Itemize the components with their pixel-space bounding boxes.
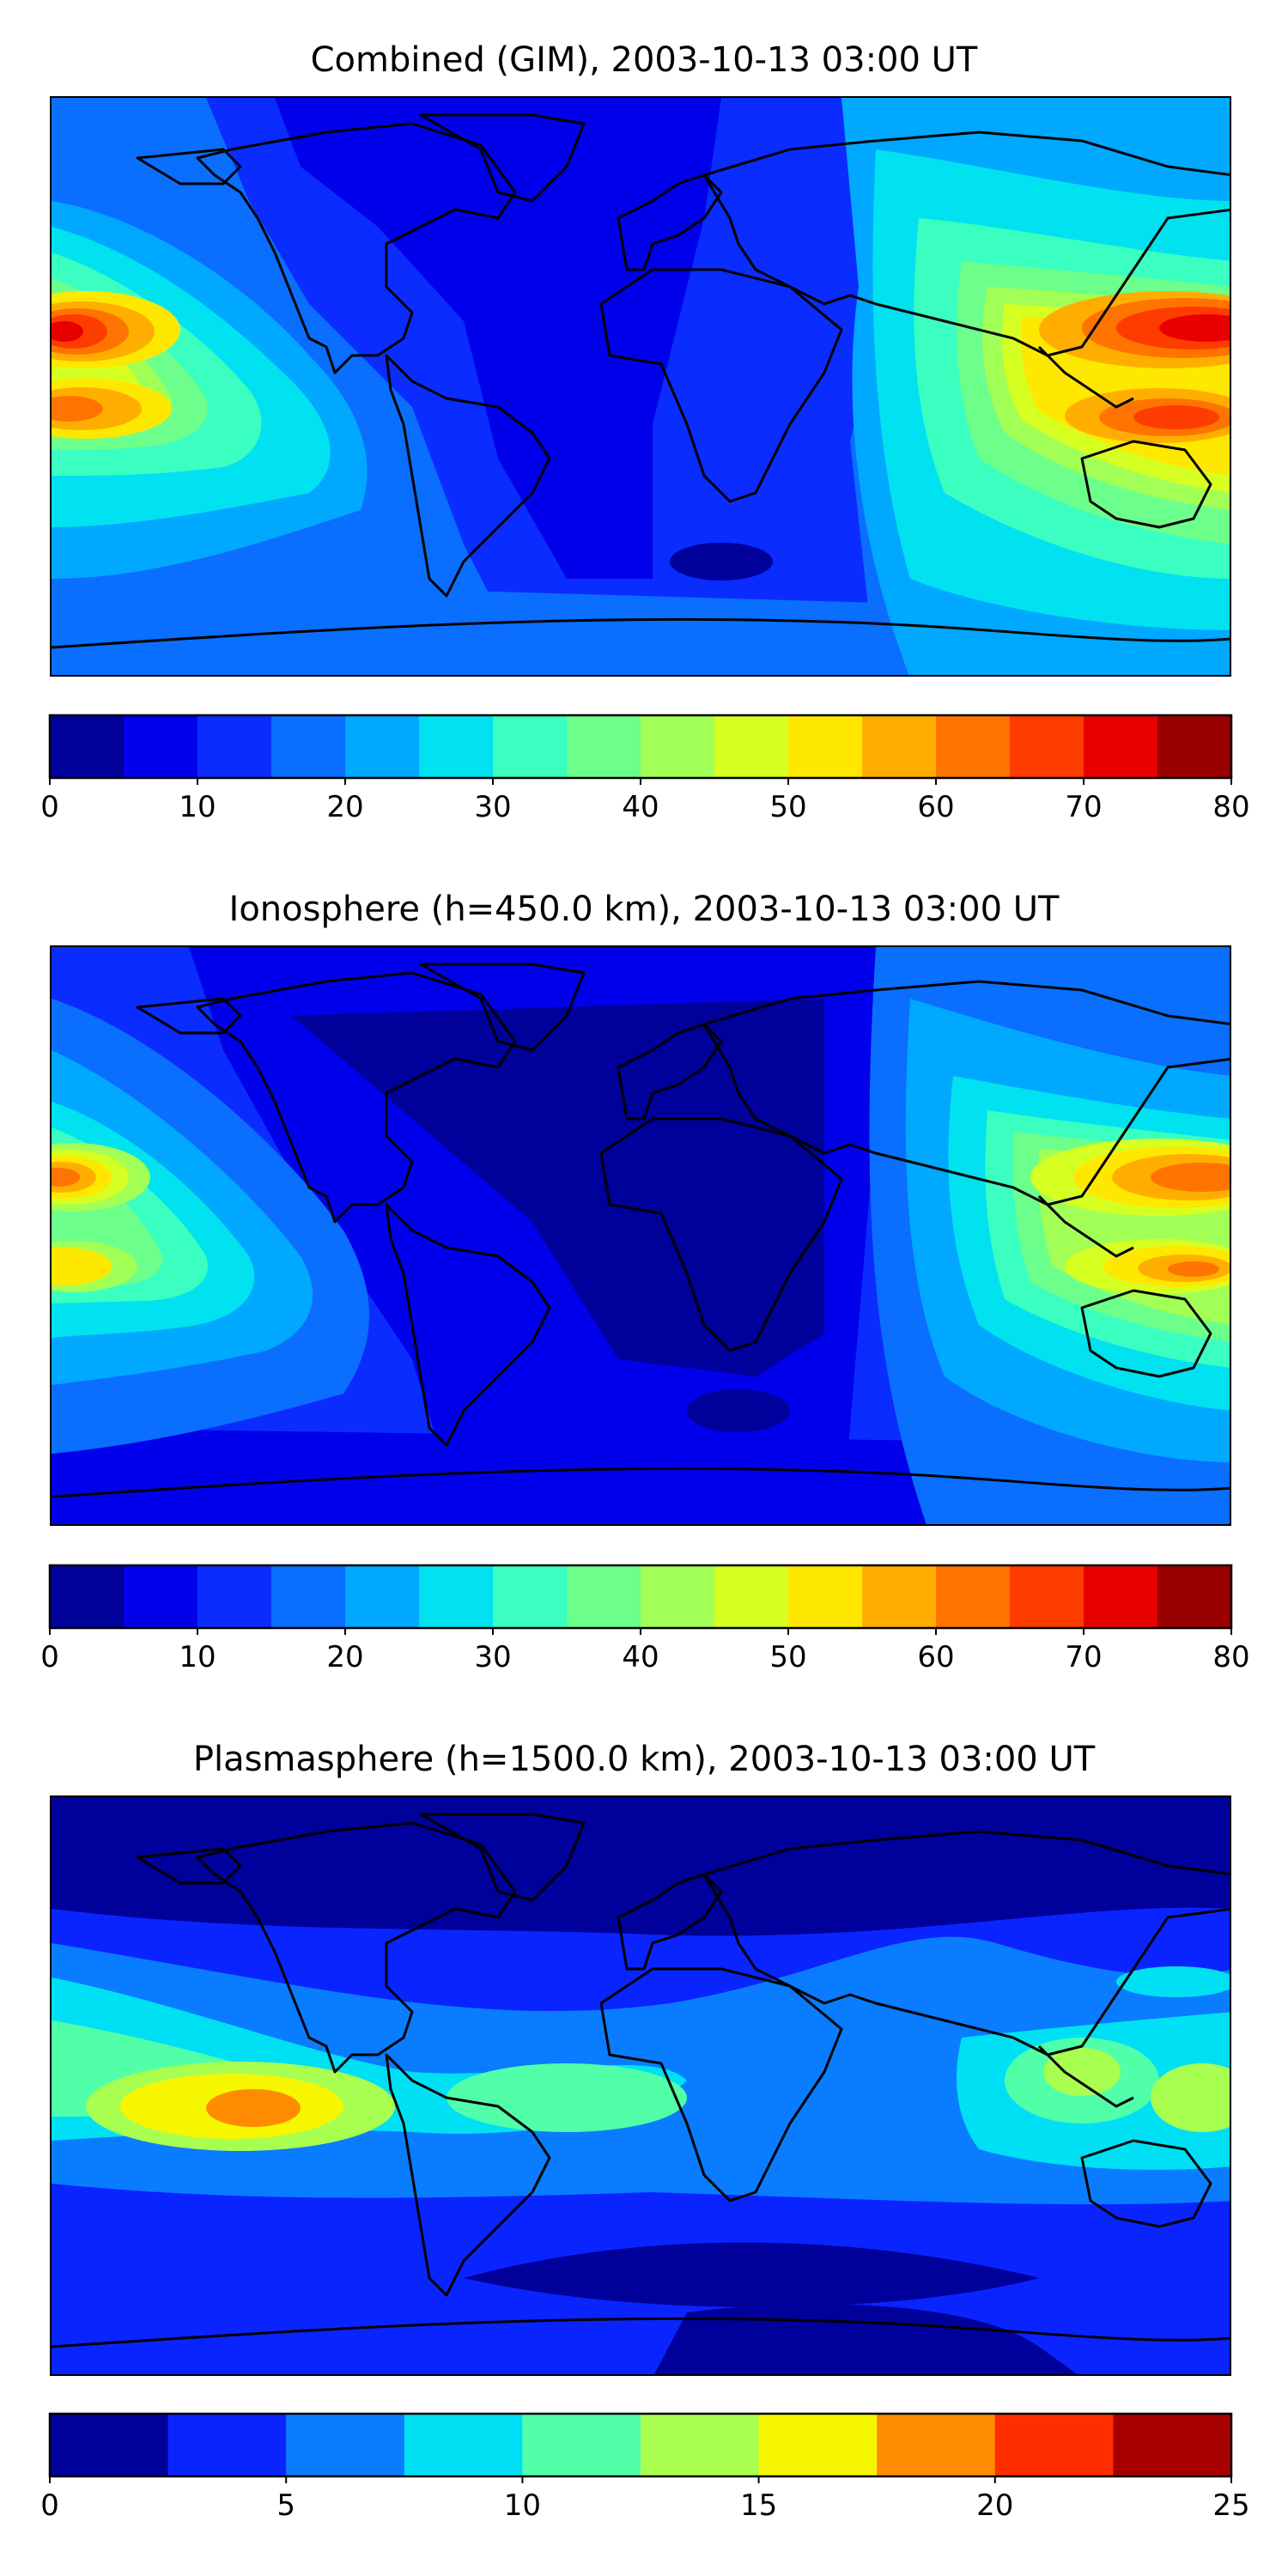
colorbar-segment bbox=[567, 715, 641, 778]
colorbar-segment bbox=[1113, 2414, 1232, 2476]
colorbar-segment bbox=[271, 1565, 346, 1628]
colorbar-tick-label: 10 bbox=[504, 2488, 541, 2523]
colorbar-tick-label: 50 bbox=[769, 1640, 806, 1674]
colorbar-tick-label: 60 bbox=[917, 790, 954, 824]
colorbar-segment bbox=[1010, 1565, 1084, 1628]
colorbar-frame bbox=[48, 2412, 1233, 2478]
colorbar-segment bbox=[1010, 715, 1084, 778]
colorbar-segment bbox=[1157, 715, 1232, 778]
colorbar-segment bbox=[419, 1565, 494, 1628]
colorbar-segment bbox=[50, 1565, 125, 1628]
map-ionosphere bbox=[50, 945, 1231, 1526]
colorbar-tick-label: 10 bbox=[179, 1640, 216, 1674]
colorbar-segment bbox=[714, 1565, 789, 1628]
map-plasmasphere bbox=[50, 1795, 1231, 2376]
colorbar-segment bbox=[404, 2414, 523, 2476]
colorbar-segment bbox=[714, 715, 789, 778]
colorbar-segment bbox=[936, 715, 1011, 778]
colorbar-segment bbox=[124, 715, 198, 778]
colorbar-segment bbox=[641, 2414, 760, 2476]
colorbar-segment bbox=[50, 715, 125, 778]
field-contours bbox=[52, 98, 1230, 675]
colorbar-segment bbox=[1157, 1565, 1232, 1628]
colorbar-segment bbox=[994, 2414, 1114, 2476]
colorbar-segment bbox=[641, 1565, 715, 1628]
colorbar-tick-label: 80 bbox=[1212, 1640, 1249, 1674]
colorbar-segment bbox=[758, 2414, 878, 2476]
colorbar-tick-label: 60 bbox=[917, 1640, 954, 1674]
colorbar-segment bbox=[862, 1565, 937, 1628]
colorbar-tick-label: 20 bbox=[326, 1640, 363, 1674]
colorbar-tick-label: 0 bbox=[40, 790, 59, 824]
colorbar-tick-label: 20 bbox=[976, 2488, 1013, 2523]
colorbar-segment bbox=[345, 1565, 420, 1628]
colorbar-segment bbox=[1084, 715, 1158, 778]
colorbar-segment bbox=[271, 715, 346, 778]
colorbar-combined: 0 10 20 30 40 50 60 70 80 bbox=[40, 714, 1250, 824]
panel-title-plasmasphere: Plasmasphere (h=1500.0 km), 2003-10-13 0… bbox=[192, 1740, 1096, 1779]
colorbar-tick-label: 10 bbox=[179, 790, 216, 824]
colorbar-tick-label: 30 bbox=[474, 790, 511, 824]
colorbar-tick-label: 50 bbox=[769, 790, 806, 824]
colorbar-segment bbox=[936, 1565, 1011, 1628]
colorbar-segment bbox=[286, 2414, 405, 2476]
colorbar-tick-label: 40 bbox=[622, 790, 659, 824]
colorbar-segment bbox=[50, 2414, 169, 2476]
colorbar-segment bbox=[197, 715, 272, 778]
colorbar-segment bbox=[197, 1565, 272, 1628]
colorbar-tick-label: 25 bbox=[1212, 2488, 1249, 2523]
colorbar-tick-label: 5 bbox=[276, 2488, 295, 2523]
colorbar-segment bbox=[419, 715, 494, 778]
colorbar-segment bbox=[1084, 1565, 1158, 1628]
field-contours bbox=[52, 947, 1230, 1524]
panel-title-ionosphere: Ionosphere (h=450.0 km), 2003-10-13 03:0… bbox=[228, 890, 1060, 929]
colorbar-plasmasphere: 0 5 10 15 20 25 bbox=[40, 2412, 1250, 2523]
colorbar-tick-label: 80 bbox=[1212, 790, 1249, 824]
colorbar-segment bbox=[788, 715, 863, 778]
colorbar-segment bbox=[641, 715, 715, 778]
colorbar-segment bbox=[788, 1565, 863, 1628]
field-contours bbox=[52, 1797, 1230, 2374]
colorbar-tick-label: 0 bbox=[40, 2488, 59, 2523]
colorbar-ionosphere: 0 10 20 30 40 50 60 70 80 bbox=[40, 1564, 1250, 1674]
colorbar-segment bbox=[877, 2414, 996, 2476]
colorbar-tick-label: 30 bbox=[474, 1640, 511, 1674]
map-combined bbox=[50, 96, 1231, 677]
colorbar-segment bbox=[567, 1565, 641, 1628]
colorbar-segment bbox=[167, 2414, 287, 2476]
colorbar-segment bbox=[493, 1565, 568, 1628]
colorbar-segment bbox=[522, 2414, 641, 2476]
colorbar-tick-label: 20 bbox=[326, 790, 363, 824]
colorbar-tick-label: 0 bbox=[40, 1640, 59, 1674]
colorbar-segment bbox=[493, 715, 568, 778]
panel-title-combined: Combined (GIM), 2003-10-13 03:00 UT bbox=[310, 40, 978, 80]
colorbar-segment bbox=[862, 715, 937, 778]
colorbar-segment bbox=[124, 1565, 198, 1628]
colorbar-tick-label: 40 bbox=[622, 1640, 659, 1674]
colorbar-tick-label: 70 bbox=[1065, 1640, 1102, 1674]
colorbar-tick-label: 70 bbox=[1065, 790, 1102, 824]
colorbar-segment bbox=[345, 715, 420, 778]
colorbar-tick-label: 15 bbox=[740, 2488, 777, 2523]
